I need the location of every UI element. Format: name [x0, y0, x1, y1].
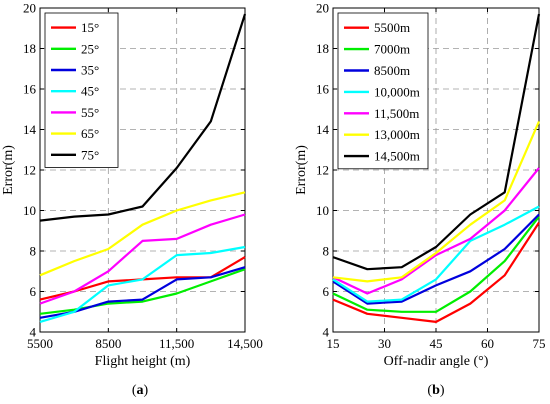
x-tick-label: 30 — [378, 336, 391, 351]
chart-panel-b: 4 6 8 10 12 14 16 18 20 15 30 45 60 75 Off-nadir angle… — [294, 1, 546, 399]
y-tick-label: 8 — [30, 244, 37, 259]
y-tick-label: 4 — [323, 325, 330, 340]
chart-panel-a: 4 6 8 10 12 14 16 18 20 5500 8500 11,500 14,500 Fligh… — [1, 1, 263, 399]
x-axis-label: Flight height (m) — [95, 354, 191, 369]
series-line-6 — [332, 120, 541, 283]
x-tick-label: 8500 — [95, 336, 121, 351]
y-tick-label: 12 — [316, 163, 329, 178]
x-tick-label: 60 — [481, 336, 494, 351]
y-axis-label: Error(m) — [1, 145, 16, 195]
panel-label: (a) — [132, 383, 149, 398]
y-axis-label: Error(m) — [294, 145, 309, 195]
legend-entry: 65° — [81, 126, 99, 141]
y-tick-label: 20 — [23, 1, 36, 16]
series-line-5 — [332, 167, 540, 295]
y-tick-label: 14 — [316, 122, 330, 137]
x-tick-label: 11,500 — [159, 336, 194, 351]
legend-entry: 55° — [81, 105, 99, 120]
series-line-7 — [39, 13, 247, 222]
y-tick-label: 12 — [23, 163, 36, 178]
y-tick-label: 16 — [316, 82, 330, 97]
series-line-2 — [39, 268, 246, 315]
legend-entry: 7000m — [374, 42, 410, 57]
series-line-7 — [332, 13, 541, 271]
y-tick-label: 18 — [23, 41, 36, 56]
legend-entry: 45° — [81, 84, 99, 99]
y-tick-label: 8 — [323, 244, 330, 259]
y-tick-label: 4 — [30, 325, 37, 340]
series-line-2 — [332, 215, 540, 313]
y-tick-label: 18 — [316, 41, 329, 56]
x-tick-label: 5500 — [27, 336, 53, 351]
series-line-1 — [332, 221, 540, 323]
legend-entry: 11,500m — [374, 106, 419, 121]
x-tick-label: 14,500 — [227, 336, 263, 351]
y-tick-label: 6 — [323, 284, 330, 299]
y-tick-label: 20 — [316, 1, 329, 16]
legend-entry: 10,000m — [374, 84, 420, 99]
y-tick-label: 14 — [23, 122, 37, 137]
series-line-4 — [332, 205, 540, 303]
series-line-3 — [332, 213, 540, 305]
legend-entry: 15° — [81, 20, 99, 35]
y-tick-label: 10 — [316, 203, 329, 218]
x-axis-label: Off-nadir angle (°) — [384, 354, 489, 369]
y-tick-label: 16 — [23, 82, 37, 97]
x-tick-label: 15 — [327, 336, 340, 351]
series-line-6 — [39, 191, 246, 277]
legend-entry: 25° — [81, 41, 99, 56]
x-tick-label: 75 — [533, 336, 546, 351]
legend-entry: 35° — [81, 63, 99, 78]
panel-label: (b) — [427, 383, 444, 398]
legend-entry: 14,500m — [374, 149, 420, 164]
legend-entry: 75° — [81, 147, 99, 162]
y-tick-label: 10 — [23, 203, 36, 218]
legend-entry: 5500m — [374, 20, 410, 35]
y-tick-label: 6 — [30, 284, 37, 299]
series-line-5 — [39, 213, 246, 305]
x-tick-label: 45 — [430, 336, 443, 351]
series-line-4 — [39, 245, 246, 323]
legend-entry: 8500m — [374, 63, 410, 78]
legend-entry: 13,000m — [374, 127, 420, 142]
